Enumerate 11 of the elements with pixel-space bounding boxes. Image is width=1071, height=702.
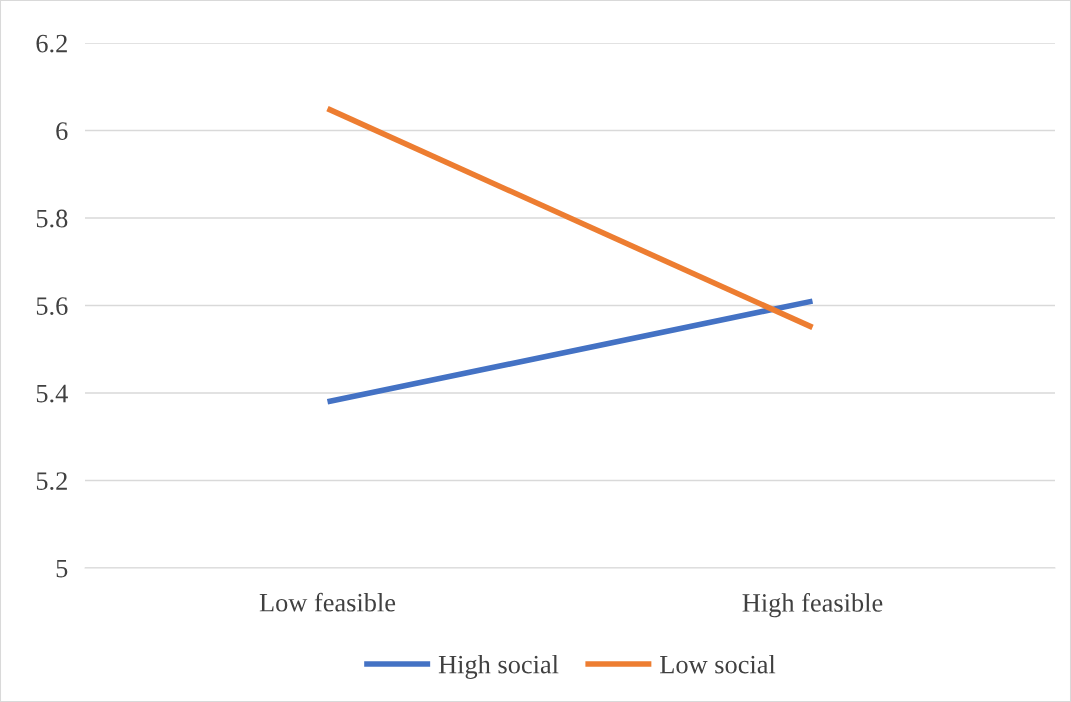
- legend-label: Low social: [660, 654, 776, 674]
- x-tick-label: High feasible: [742, 593, 883, 618]
- y-tick-label: 6: [56, 122, 68, 140]
- y-tick-label: 5.2: [36, 472, 67, 491]
- y-tick-label: 5.4: [36, 384, 68, 403]
- x-tick-label: Low feasible: [259, 592, 396, 612]
- legend-label: High social: [438, 654, 559, 679]
- y-tick-label: 5.6: [36, 297, 68, 316]
- y-tick-label: 5: [56, 559, 68, 578]
- y-tick-label: 5.8: [36, 209, 68, 228]
- y-tick-label: 6.2: [36, 34, 67, 53]
